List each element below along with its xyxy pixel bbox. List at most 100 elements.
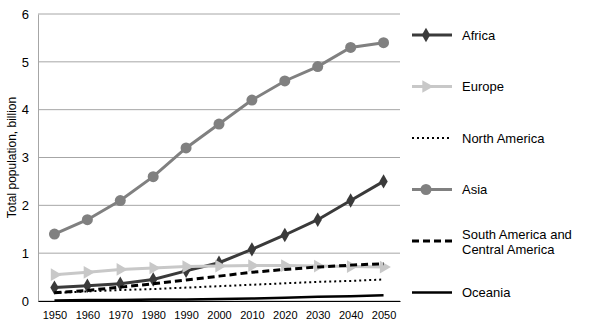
x-tick: 2050 [372,301,396,321]
plot-area [49,37,391,300]
series-marker [150,262,161,275]
y-tick: 6 [22,7,38,22]
series-marker [117,263,128,276]
x-tick: 2010 [240,301,264,321]
legend-item: Europe [412,79,504,94]
legend-label: South America and Central America [462,226,575,256]
series-line [54,279,383,292]
series-marker [380,261,391,274]
series-marker [181,142,192,153]
series-marker [82,214,93,225]
y-tick: 3 [22,150,38,165]
legend-item: North America [412,131,545,146]
series-marker [378,37,389,48]
x-tick: 2020 [273,301,297,321]
x-tick-label: 2040 [339,309,363,321]
x-tick-label: 1950 [43,309,67,321]
x-tick-label: 2000 [207,309,231,321]
legend-label: Europe [462,79,504,94]
x-axis-line [39,301,401,302]
y-axis-title: Total population, billion [5,97,19,218]
legend-label: Oceania [462,285,511,300]
y-tick: 4 [22,102,38,117]
y-tick: 5 [22,54,38,69]
series-line [54,264,383,293]
legend: Africa Europe North America Asia South Ameri… [412,28,575,301]
legend-label: Asia [462,182,488,197]
series-marker [148,171,159,182]
series-marker [51,268,62,281]
x-tick: 1970 [109,301,133,321]
legend-marker [421,184,432,195]
series-marker [116,277,124,291]
x-tick: 1950 [43,301,67,321]
legend-item: Oceania [412,285,511,300]
legend-item: Africa [412,28,496,43]
x-tick-label: 2020 [273,309,297,321]
legend-line [412,188,452,191]
x-tick: 2000 [207,301,231,321]
x-tick: 1980 [141,301,165,321]
y-tick-label: 5 [22,54,29,69]
grid-line [38,14,400,15]
series-marker [312,61,323,72]
legend-marker [422,28,430,42]
y-tick: 0 [22,294,38,309]
y-tick-label: 0 [22,294,29,309]
legend-item: South America and Central America [412,226,575,256]
legend-marker [422,80,433,93]
series-marker [246,95,257,106]
grid-line [38,61,400,62]
legend-label: North America [462,131,545,146]
x-tick-label: 2050 [372,309,396,321]
series-marker [214,119,225,130]
series-marker [248,259,259,272]
series-marker [347,260,358,273]
x-tick: 1990 [174,301,198,321]
series-marker [346,193,354,207]
y-tick: 1 [22,246,38,261]
y-tick-label: 6 [22,7,29,22]
grid-line [38,157,400,158]
x-tick-label: 1960 [76,309,100,321]
series-marker [182,260,193,273]
series-marker [215,260,226,273]
series-line [54,43,383,234]
y-tick-label: 2 [22,198,29,213]
chart: 0 1 2 3 4 5 6 1950 1960 1970 1980 1990 2000 2010 2020 2… [0,0,616,336]
x-tick: 1960 [76,301,100,321]
y-tick-label: 4 [22,102,29,117]
x-tick-label: 1970 [109,309,133,321]
legend-line [412,291,452,294]
x-tick-label: 1980 [141,309,165,321]
x-tick-label: 2030 [306,309,330,321]
legend-line [412,137,452,139]
x-tick-label: 2010 [240,309,264,321]
x-axis: 1950 1960 1970 1980 1990 2000 2010 2020 2030 2040… [39,301,401,321]
y-tick-label: 3 [22,150,29,165]
legend-line [412,34,452,37]
y-tick: 2 [22,198,38,213]
grid-line [38,253,400,254]
grid-line [38,109,400,110]
series-marker [379,174,387,188]
series-marker [345,42,356,53]
x-tick: 2030 [306,301,330,321]
legend-label: Africa [462,28,496,43]
series-marker [49,229,60,240]
x-tick: 2040 [339,301,363,321]
series-marker [248,242,256,256]
series-marker [84,266,95,279]
x-tick-label: 1990 [174,309,198,321]
legend-item: Asia [412,182,488,197]
series-line [54,181,383,287]
y-tick-label: 1 [22,246,29,261]
series-line [54,295,383,300]
series-marker [281,228,289,242]
y-axis-line [38,15,39,302]
series-marker [314,212,322,226]
grid [38,14,400,301]
series-marker [279,75,290,86]
series-marker [115,195,126,206]
y-axis: 0 1 2 3 4 5 6 [22,7,39,309]
